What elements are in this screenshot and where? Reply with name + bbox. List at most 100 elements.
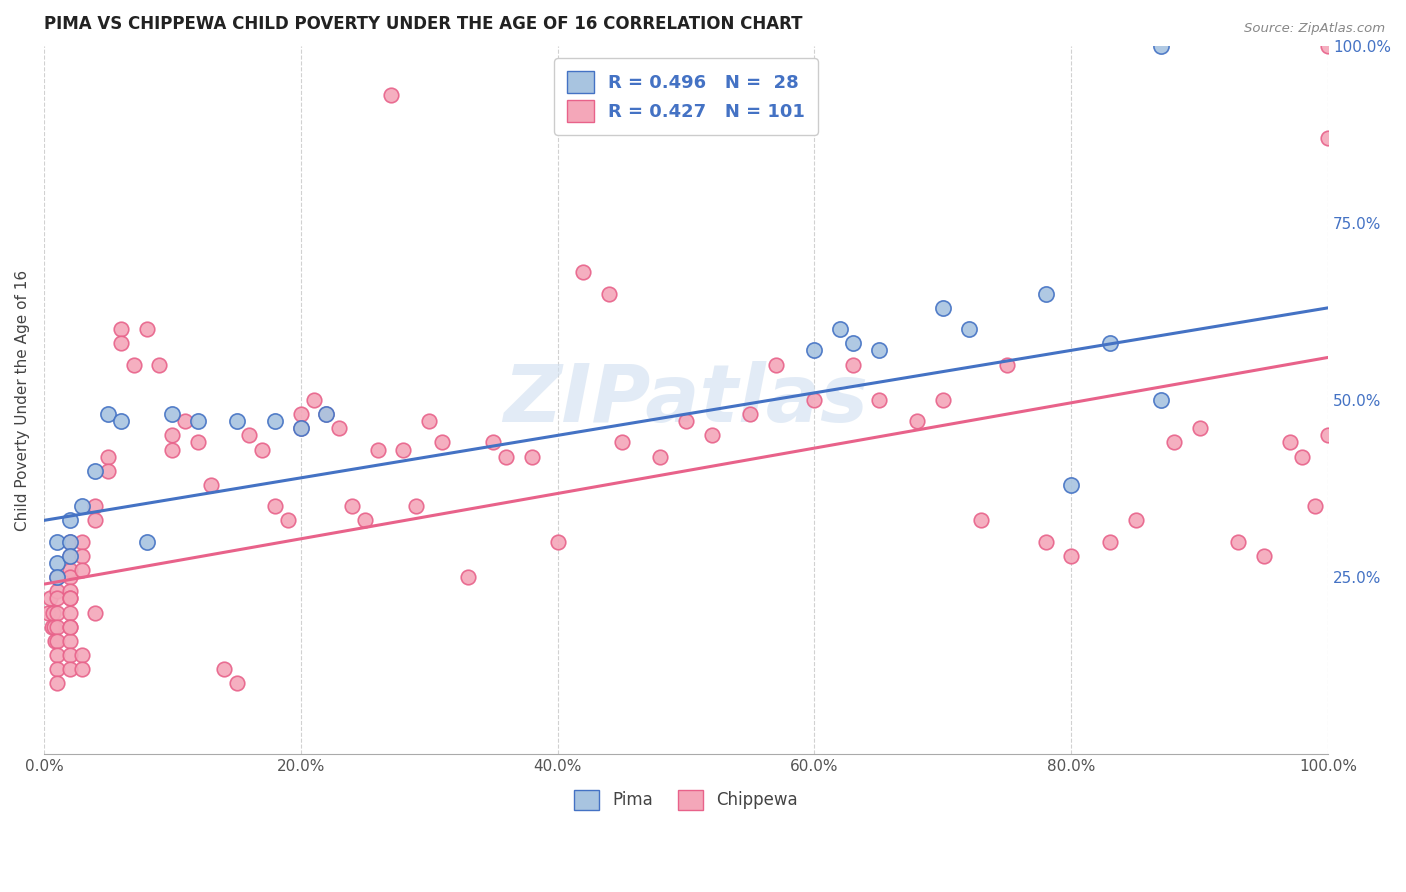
Point — [1253, 549, 1275, 563]
Point — [1035, 286, 1057, 301]
Point — [675, 414, 697, 428]
Point — [84, 606, 107, 620]
Point — [700, 428, 723, 442]
Point — [610, 435, 633, 450]
Point — [598, 286, 620, 301]
Point — [367, 442, 389, 457]
Point — [905, 414, 928, 428]
Point — [174, 414, 197, 428]
Point — [45, 620, 67, 634]
Point — [970, 513, 993, 527]
Point — [58, 549, 80, 563]
Point — [58, 633, 80, 648]
Point — [110, 414, 132, 428]
Point — [1150, 38, 1173, 53]
Point — [45, 556, 67, 570]
Point — [44, 620, 66, 634]
Point — [482, 435, 505, 450]
Point — [162, 428, 184, 442]
Point — [84, 500, 107, 514]
Point — [430, 435, 453, 450]
Point — [162, 407, 184, 421]
Point — [45, 606, 67, 620]
Point — [842, 336, 865, 351]
Point — [1035, 534, 1057, 549]
Point — [1060, 478, 1083, 492]
Point — [868, 392, 890, 407]
Point — [277, 513, 299, 527]
Point — [72, 500, 94, 514]
Point — [1150, 392, 1173, 407]
Point — [932, 301, 955, 315]
Point — [45, 648, 67, 662]
Point — [42, 606, 65, 620]
Point — [58, 648, 80, 662]
Point — [58, 534, 80, 549]
Point — [58, 513, 80, 527]
Point — [58, 570, 80, 584]
Point — [957, 322, 980, 336]
Point — [392, 442, 415, 457]
Point — [995, 358, 1018, 372]
Point — [135, 322, 157, 336]
Legend: Pima, Chippewa: Pima, Chippewa — [568, 783, 804, 817]
Point — [45, 534, 67, 549]
Point — [418, 414, 440, 428]
Point — [572, 265, 595, 279]
Point — [58, 620, 80, 634]
Point — [803, 343, 825, 358]
Point — [41, 620, 63, 634]
Point — [302, 392, 325, 407]
Y-axis label: Child Poverty Under the Age of 16: Child Poverty Under the Age of 16 — [15, 269, 30, 531]
Point — [58, 620, 80, 634]
Point — [520, 450, 543, 464]
Point — [457, 570, 479, 584]
Point — [97, 464, 120, 478]
Point — [225, 414, 247, 428]
Point — [1317, 130, 1340, 145]
Point — [45, 662, 67, 676]
Point — [1227, 534, 1250, 549]
Point — [58, 591, 80, 606]
Point — [122, 358, 145, 372]
Point — [45, 591, 67, 606]
Point — [290, 421, 312, 435]
Point — [1060, 549, 1083, 563]
Point — [315, 407, 337, 421]
Point — [58, 534, 80, 549]
Point — [1303, 500, 1326, 514]
Point — [264, 414, 287, 428]
Point — [225, 676, 247, 690]
Point — [1098, 534, 1121, 549]
Point — [84, 464, 107, 478]
Point — [58, 662, 80, 676]
Point — [72, 534, 94, 549]
Point — [842, 358, 865, 372]
Point — [45, 676, 67, 690]
Point — [1291, 450, 1313, 464]
Point — [290, 407, 312, 421]
Point — [264, 500, 287, 514]
Point — [58, 549, 80, 563]
Point — [58, 606, 80, 620]
Point — [650, 450, 672, 464]
Point — [380, 88, 402, 103]
Text: PIMA VS CHIPPEWA CHILD POVERTY UNDER THE AGE OF 16 CORRELATION CHART: PIMA VS CHIPPEWA CHILD POVERTY UNDER THE… — [44, 15, 803, 33]
Point — [1163, 435, 1185, 450]
Point — [135, 534, 157, 549]
Point — [45, 570, 67, 584]
Point — [405, 500, 427, 514]
Point — [830, 322, 852, 336]
Point — [72, 549, 94, 563]
Point — [72, 662, 94, 676]
Point — [328, 421, 350, 435]
Point — [238, 428, 260, 442]
Point — [58, 563, 80, 577]
Point — [315, 407, 337, 421]
Point — [495, 450, 517, 464]
Point — [740, 407, 762, 421]
Point — [803, 392, 825, 407]
Point — [1098, 336, 1121, 351]
Point — [290, 421, 312, 435]
Point — [187, 435, 209, 450]
